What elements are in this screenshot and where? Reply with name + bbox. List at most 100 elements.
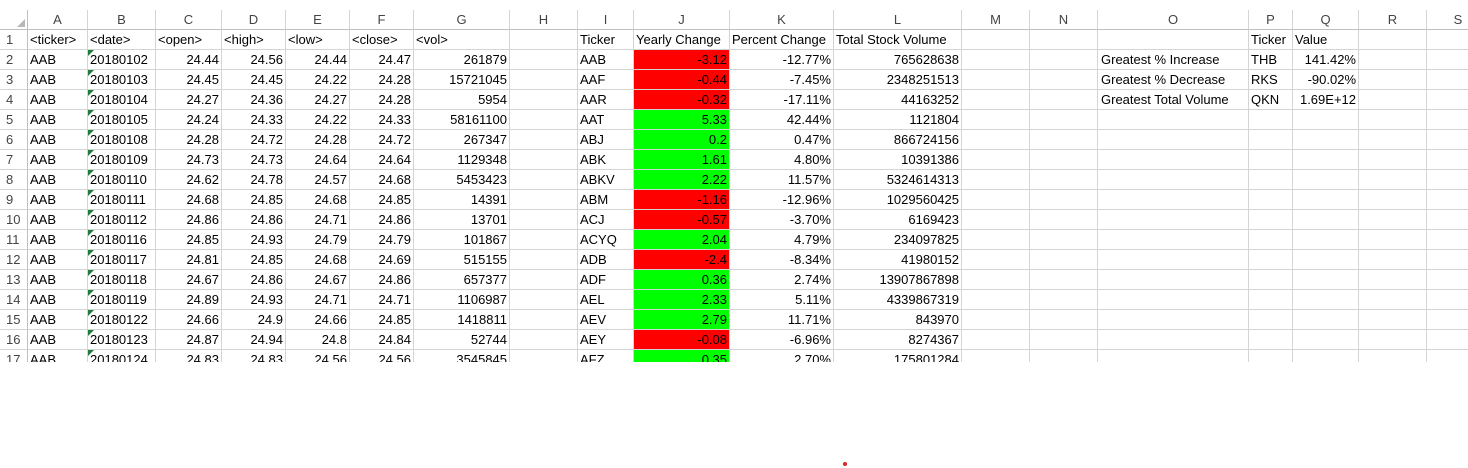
- grid-cell[interactable]: [510, 130, 578, 150]
- grid-cell[interactable]: [1427, 70, 1468, 90]
- percent-change-cell[interactable]: 11.57%: [730, 170, 834, 190]
- grid-cell[interactable]: [1427, 30, 1468, 50]
- data-cell[interactable]: 24.44: [286, 50, 350, 70]
- grid-cell[interactable]: [1359, 250, 1427, 270]
- grid-cell[interactable]: [962, 210, 1030, 230]
- grid-cell[interactable]: [1098, 290, 1249, 310]
- grid-cell[interactable]: [1293, 150, 1359, 170]
- percent-change-cell[interactable]: -12.96%: [730, 190, 834, 210]
- grid-cell[interactable]: [510, 310, 578, 330]
- grid-cell[interactable]: [510, 290, 578, 310]
- yearly-change-cell[interactable]: -2.4: [634, 250, 730, 270]
- grid-cell[interactable]: [1249, 290, 1293, 310]
- grid-cell[interactable]: [1030, 210, 1098, 230]
- percent-change-cell[interactable]: 4.80%: [730, 150, 834, 170]
- grid-cell[interactable]: [1030, 190, 1098, 210]
- ticker-cell[interactable]: AAR: [578, 90, 634, 110]
- greatest-value-cell[interactable]: 141.42%: [1293, 50, 1359, 70]
- yearly-change-cell[interactable]: 2.22: [634, 170, 730, 190]
- grid-cell[interactable]: [1293, 210, 1359, 230]
- grid-cell[interactable]: [1427, 350, 1468, 362]
- summary-header-cell[interactable]: Ticker: [578, 30, 634, 50]
- raw-header-cell[interactable]: <date>: [88, 30, 156, 50]
- grid-cell[interactable]: [1098, 30, 1249, 50]
- grid-cell[interactable]: [1249, 130, 1293, 150]
- grid-cell[interactable]: [1030, 150, 1098, 170]
- grid-cell[interactable]: [962, 230, 1030, 250]
- row-header-5[interactable]: 5: [0, 110, 28, 130]
- total-volume-cell[interactable]: 13907867898: [834, 270, 962, 290]
- grid-cell[interactable]: [1359, 170, 1427, 190]
- grid-cell[interactable]: [1359, 30, 1427, 50]
- ticker-cell[interactable]: ABKV: [578, 170, 634, 190]
- grid-cell[interactable]: [962, 150, 1030, 170]
- grid-cell[interactable]: [962, 110, 1030, 130]
- data-cell[interactable]: 261879: [414, 50, 510, 70]
- row-header-8[interactable]: 8: [0, 170, 28, 190]
- yearly-change-cell[interactable]: -0.32: [634, 90, 730, 110]
- grid-cell[interactable]: [1359, 210, 1427, 230]
- data-cell[interactable]: AAB: [28, 330, 88, 350]
- grid-cell[interactable]: [510, 230, 578, 250]
- grid-cell[interactable]: [962, 30, 1030, 50]
- grid-cell[interactable]: [1030, 250, 1098, 270]
- column-header-p[interactable]: P: [1249, 10, 1293, 30]
- ticker-cell[interactable]: ACYQ: [578, 230, 634, 250]
- percent-change-cell[interactable]: -6.96%: [730, 330, 834, 350]
- ticker-cell[interactable]: AAT: [578, 110, 634, 130]
- grid-cell[interactable]: [1359, 130, 1427, 150]
- column-header-b[interactable]: B: [88, 10, 156, 30]
- total-volume-cell[interactable]: 2348251513: [834, 70, 962, 90]
- grid-cell[interactable]: [1427, 270, 1468, 290]
- grid-cell[interactable]: [1427, 110, 1468, 130]
- column-header-s[interactable]: S: [1427, 10, 1468, 30]
- data-cell[interactable]: 24.24: [156, 110, 222, 130]
- data-cell[interactable]: AAB: [28, 90, 88, 110]
- grid-cell[interactable]: [510, 30, 578, 50]
- total-volume-cell[interactable]: 1029560425: [834, 190, 962, 210]
- column-header-m[interactable]: M: [962, 10, 1030, 30]
- data-cell[interactable]: 24.68: [286, 250, 350, 270]
- data-cell[interactable]: 24.83: [156, 350, 222, 362]
- grid-cell[interactable]: [1030, 290, 1098, 310]
- ticker-cell[interactable]: AAB: [578, 50, 634, 70]
- data-cell[interactable]: 24.73: [222, 150, 286, 170]
- column-header-a[interactable]: A: [28, 10, 88, 30]
- grid-cell[interactable]: [1427, 170, 1468, 190]
- greatest-header-cell[interactable]: Ticker: [1249, 30, 1293, 50]
- grid-cell[interactable]: [1293, 250, 1359, 270]
- yearly-change-cell[interactable]: 0.2: [634, 130, 730, 150]
- data-cell[interactable]: 24.87: [156, 330, 222, 350]
- row-header-13[interactable]: 13: [0, 270, 28, 290]
- grid-cell[interactable]: [1293, 290, 1359, 310]
- data-cell[interactable]: 14391: [414, 190, 510, 210]
- grid-cell[interactable]: [1249, 250, 1293, 270]
- grid-cell[interactable]: [1427, 190, 1468, 210]
- date-cell[interactable]: 20180103: [88, 70, 156, 90]
- date-cell[interactable]: 20180109: [88, 150, 156, 170]
- column-header-l[interactable]: L: [834, 10, 962, 30]
- percent-change-cell[interactable]: 5.11%: [730, 290, 834, 310]
- ticker-cell[interactable]: ACJ: [578, 210, 634, 230]
- grid-cell[interactable]: [962, 290, 1030, 310]
- data-cell[interactable]: 24.72: [350, 130, 414, 150]
- data-cell[interactable]: 24.28: [350, 90, 414, 110]
- column-header-j[interactable]: J: [634, 10, 730, 30]
- column-header-h[interactable]: H: [510, 10, 578, 30]
- grid-cell[interactable]: [1427, 130, 1468, 150]
- data-cell[interactable]: AAB: [28, 250, 88, 270]
- grid-cell[interactable]: [510, 330, 578, 350]
- data-cell[interactable]: AAB: [28, 130, 88, 150]
- column-header-q[interactable]: Q: [1293, 10, 1359, 30]
- grid-cell[interactable]: [1249, 270, 1293, 290]
- grid-cell[interactable]: [1249, 350, 1293, 362]
- yearly-change-cell[interactable]: -0.44: [634, 70, 730, 90]
- data-cell[interactable]: 24.56: [222, 50, 286, 70]
- grid-cell[interactable]: [1293, 130, 1359, 150]
- data-cell[interactable]: 24.69: [350, 250, 414, 270]
- grid-cell[interactable]: [962, 190, 1030, 210]
- grid-cell[interactable]: [1293, 230, 1359, 250]
- column-header-r[interactable]: R: [1359, 10, 1427, 30]
- grid-cell[interactable]: [1030, 330, 1098, 350]
- data-cell[interactable]: 24.68: [286, 190, 350, 210]
